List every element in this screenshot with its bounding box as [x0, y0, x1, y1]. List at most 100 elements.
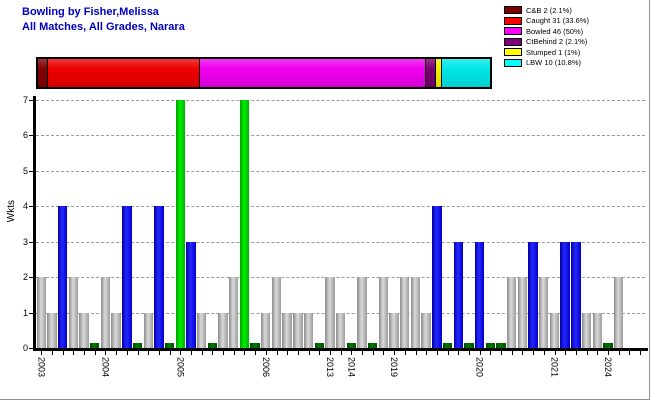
x-tick-label-2003: 2003: [36, 357, 47, 378]
legend-label: LBW 10 (10.8%): [526, 58, 582, 68]
wickets-bar: [68, 277, 79, 348]
x-tick-mark: [137, 351, 139, 355]
gridline: [36, 135, 645, 137]
x-tick-mark: [426, 351, 428, 355]
wickets-bar: [261, 312, 271, 348]
legend-label: Bowled 46 (50%): [526, 26, 584, 36]
stacked-segment-lbw: [440, 59, 490, 87]
x-tick-mark: [169, 351, 171, 355]
wickets-bar: [603, 342, 613, 348]
y-tick-mark: [29, 100, 33, 101]
legend-color-swatch: [504, 27, 522, 36]
x-tick-label-2014: 2014: [346, 357, 357, 378]
x-tick-mark: [287, 351, 289, 355]
wickets-bar: [539, 277, 549, 348]
wickets-bar: [239, 100, 250, 348]
x-tick-mark: [511, 351, 513, 355]
y-tick-mark: [29, 348, 33, 349]
wickets-bar: [47, 312, 57, 348]
legend-color-swatch: [504, 37, 522, 46]
x-tick-mark: [244, 351, 246, 355]
gridline: [36, 277, 645, 279]
wickets-bar: [293, 312, 303, 348]
chart-subtitle: All Matches, All Grades, Narara: [22, 21, 185, 33]
x-tick-label-2024: 2024: [602, 357, 613, 378]
x-tick-label-2020: 2020: [474, 357, 485, 378]
x-tick-mark: [479, 351, 481, 355]
x-tick-mark: [105, 351, 107, 355]
x-tick-mark: [351, 351, 353, 355]
wickets-bar: [410, 277, 421, 348]
wickets-bar: [303, 312, 314, 348]
x-tick-mark: [607, 351, 609, 355]
x-tick-mark: [415, 351, 417, 355]
legend-item: CtBehind 2 (2.1%): [504, 37, 589, 48]
wickets-bar: [432, 206, 442, 348]
y-tick-label: 4: [22, 201, 28, 212]
x-tick-mark: [522, 351, 524, 355]
wickets-bar: [175, 100, 185, 348]
x-tick-mark: [586, 351, 588, 355]
stacked-segment-cb: [38, 59, 48, 87]
x-tick-mark: [148, 351, 150, 355]
y-tick-label: 5: [22, 165, 28, 176]
wickets-bar: [90, 342, 100, 348]
x-tick-mark: [533, 351, 535, 355]
wickets-bar: [389, 312, 399, 348]
x-tick-mark: [276, 351, 278, 355]
stacked-segment-stumped: [435, 59, 441, 87]
wickets-bar: [100, 277, 111, 348]
legend-color-swatch: [504, 48, 522, 57]
wickets-bar: [186, 241, 196, 348]
wickets-bar: [496, 342, 506, 348]
legend-color-swatch: [504, 6, 522, 15]
y-tick-mark: [29, 312, 33, 314]
wickets-bar: [57, 206, 68, 348]
y-tick-mark: [29, 241, 33, 243]
wickets-bar: [325, 277, 335, 348]
x-tick-mark: [543, 351, 545, 355]
wickets-bar: [282, 312, 292, 348]
y-tick-label: 3: [22, 236, 28, 247]
x-tick-mark: [73, 351, 75, 355]
wickets-bar: [229, 277, 239, 348]
x-tick-mark: [116, 351, 118, 355]
x-tick-mark: [201, 351, 203, 355]
legend-label: Stumped 1 (1%): [526, 47, 581, 57]
x-tick-mark: [618, 351, 620, 355]
stacked-segment-ctbehind: [424, 59, 436, 87]
wickets-bar: [111, 312, 121, 348]
x-tick-mark: [94, 351, 96, 355]
x-tick-mark: [404, 351, 406, 355]
legend-item: Caught 31 (33.6%): [504, 16, 589, 27]
x-tick-mark: [255, 351, 257, 355]
wickets-bar: [474, 241, 485, 348]
wickets-bar: [453, 241, 463, 348]
stacked-segment-caught: [47, 59, 200, 87]
gridline: [36, 241, 645, 243]
y-tick-label: 2: [22, 272, 28, 283]
wickets-bar: [132, 342, 143, 348]
gridline: [36, 206, 645, 208]
x-tick-mark: [447, 351, 449, 355]
x-tick-mark: [84, 351, 86, 355]
x-tick-label-2019: 2019: [389, 357, 400, 378]
wickets-bar: [207, 342, 218, 348]
wickets-bar: [517, 277, 528, 348]
y-tick-mark: [29, 277, 33, 279]
gridline: [36, 170, 645, 172]
x-tick-mark: [265, 351, 267, 355]
legend-label: CtBehind 2 (2.1%): [526, 37, 588, 47]
wickets-bar: [571, 241, 581, 348]
wickets-bar: [122, 206, 132, 348]
x-tick-mark: [362, 351, 364, 355]
legend: C&B 2 (2.1%) Caught 31 (33.6%) Bowled 46 (…: [504, 5, 589, 68]
x-tick-mark: [629, 351, 631, 355]
x-tick-mark: [308, 351, 310, 355]
wickets-bar: [346, 342, 357, 348]
wickets-bar: [378, 277, 389, 348]
wickets-bar: [218, 312, 228, 348]
legend-color-swatch: [504, 16, 522, 25]
wickets-bar: [335, 312, 346, 348]
